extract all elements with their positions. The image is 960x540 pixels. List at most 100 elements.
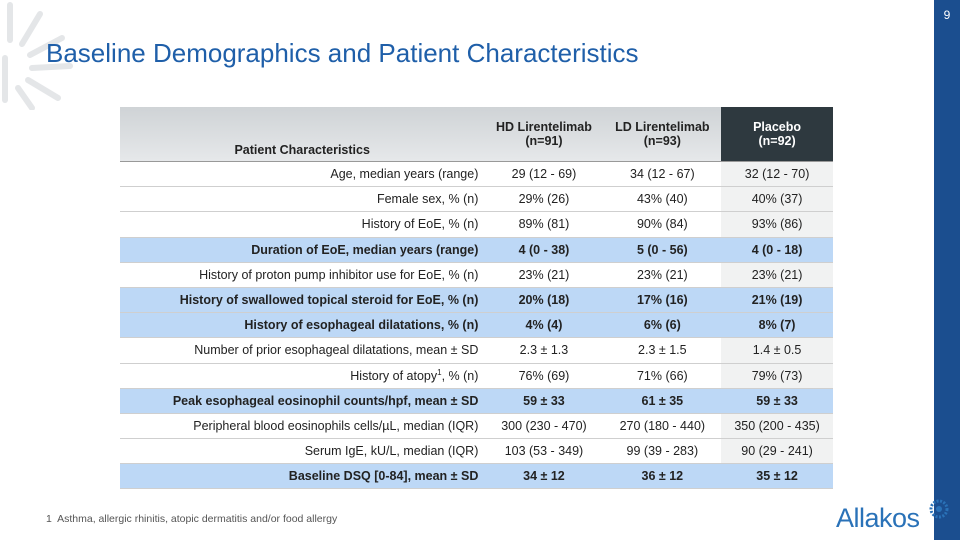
label-text: Female sex, % (n) (376, 192, 479, 207)
row-label: Duration of EoE, median years (range) (120, 237, 485, 263)
cell: 90 (29 - 241) (721, 438, 833, 465)
row: History of EoE, % (n) 89% (81) 90% (84) 93%… (120, 211, 833, 238)
row-label: History of esophageal dilatations, % (n) (120, 312, 485, 339)
row-label: Peak esophageal eosinophil counts/hpf, m… (120, 388, 485, 414)
cell: 29 (12 - 69) (484, 161, 604, 188)
header-row: Patient Characteristics HD Lirentelimab (n… (120, 107, 833, 162)
header-cell: Patient Characteristics (120, 107, 485, 162)
label-text: Age, median years (range) (330, 167, 479, 182)
cell: 4% (4) (484, 312, 604, 339)
cell: 89% (81) (484, 211, 604, 238)
header-n: (n=92) (758, 134, 796, 148)
row: Number of prior esophageal dilatations, … (120, 337, 833, 364)
label-text: , % (n) (441, 369, 479, 384)
label-superscript: 1 (437, 368, 442, 378)
footnote-number: 1 (46, 513, 52, 525)
cell: 71% (66) (603, 363, 722, 389)
row: History of swallowed topical steroid for… (120, 287, 833, 314)
cell: 34 (12 - 67) (603, 161, 722, 188)
cell: 35 ± 12 (721, 463, 833, 490)
header-name: Placebo (753, 120, 802, 134)
cell: 4 (0 - 18) (721, 237, 833, 263)
label-text: History of EoE, % (n) (361, 217, 479, 232)
cell: 2.3 ± 1.3 (484, 337, 604, 364)
row: Peak esophageal eosinophil counts/hpf, m… (120, 388, 833, 414)
label-text: Peak esophageal eosinophil counts/hpf, m… (172, 393, 479, 408)
table: Patient Characteristics HD Lirentelimab (n… (120, 107, 833, 490)
header-name: Patient Characteristics (234, 143, 370, 157)
header-n: (n=91) (525, 134, 563, 148)
cell: 79% (73) (721, 363, 833, 389)
cell: 23% (21) (484, 262, 604, 288)
page-number: 9 (943, 8, 951, 22)
row: History of esophageal dilatations, % (n)… (120, 312, 833, 339)
cell: 99 (39 - 283) (603, 438, 722, 465)
header-cell: Placebo (n=92) (721, 107, 833, 162)
header-n: (n=93) (643, 134, 681, 148)
row: Peripheral blood eosinophils cells/µL, m… (120, 413, 833, 440)
cell: 34 ± 12 (484, 463, 604, 490)
row-label: History of EoE, % (n) (120, 211, 485, 238)
cell: 21% (19) (721, 287, 833, 314)
label-text: History of atopy (350, 369, 438, 384)
row: Serum IgE, kU/L, median (IQR) 103 (53 - 3… (120, 438, 833, 465)
row-label: History of swallowed topical steroid for… (120, 287, 485, 314)
cell: 43% (40) (603, 186, 722, 213)
cell: 93% (86) (721, 211, 833, 238)
row-label: History of atopy1, % (n) (120, 363, 485, 389)
cell: 29% (26) (484, 186, 604, 213)
cell: 350 (200 - 435) (721, 413, 833, 440)
footnote: 1 Asthma, allergic rhinitis, atopic derm… (46, 513, 337, 525)
decoration (2, 2, 73, 110)
side-bar (934, 0, 960, 540)
cell: 36 ± 12 (603, 463, 722, 490)
row-label: Baseline DSQ [0-84], mean ± SD (120, 463, 485, 490)
header-name: LD Lirentelimab (615, 120, 710, 134)
cell: 2.3 ± 1.5 (603, 337, 722, 364)
title: Baseline Demographics and Patient Charac… (46, 38, 639, 68)
row: Age, median years (range) 29 (12 - 69) 34 … (120, 161, 833, 188)
cell: 4 (0 - 38) (484, 237, 604, 263)
label-text: Peripheral blood eosinophils cells/µL, m… (193, 418, 479, 433)
header-cell: HD Lirentelimab (n=91) (484, 107, 604, 162)
row: Female sex, % (n) 29% (26) 43% (40) 40% (37… (120, 186, 833, 213)
cell: 6% (6) (603, 312, 722, 339)
label-text: Serum IgE, kU/L, median (IQR) (304, 444, 479, 459)
cell: 103 (53 - 349) (484, 438, 604, 465)
label-text: History of esophageal dilatations, % (n) (244, 318, 479, 333)
row-label: Number of prior esophageal dilatations, … (120, 337, 485, 364)
label-text: Duration of EoE, median years (range) (251, 242, 479, 257)
cell: 300 (230 - 470) (484, 413, 604, 440)
cell: 270 (180 - 440) (603, 413, 722, 440)
cell: 59 ± 33 (484, 388, 604, 414)
row: History of atopy1, % (n) 76% (69) 71% (66)… (120, 363, 833, 389)
footnote-text: Asthma, allergic rhinitis, atopic dermat… (57, 513, 338, 525)
label-text: Number of prior esophageal dilatations, … (194, 343, 479, 358)
cell: 20% (18) (484, 287, 604, 314)
cell: 59 ± 33 (721, 388, 833, 414)
logo: Allakos (836, 503, 920, 533)
header-cell: LD Lirentelimab (n=93) (603, 107, 722, 162)
row: Baseline DSQ [0-84], mean ± SD 34 ± 12 36 … (120, 463, 833, 490)
label-text: History of swallowed topical steroid for… (179, 293, 479, 308)
cell: 17% (16) (603, 287, 722, 314)
row-label: Serum IgE, kU/L, median (IQR) (120, 438, 485, 465)
cell: 5 (0 - 56) (603, 237, 722, 263)
cell: 23% (21) (603, 262, 722, 288)
row-label: Peripheral blood eosinophils cells/µL, m… (120, 413, 485, 440)
cell: 23% (21) (721, 262, 833, 288)
label-text: Baseline DSQ [0-84], mean ± SD (288, 469, 479, 484)
cell: 8% (7) (721, 312, 833, 339)
cell: 90% (84) (603, 211, 722, 238)
label-text: History of proton pump inhibitor use for… (199, 267, 479, 282)
row-label: Age, median years (range) (120, 161, 485, 188)
header-name: HD Lirentelimab (496, 120, 592, 134)
row: Duration of EoE, median years (range) 4 (… (120, 237, 833, 263)
row: History of proton pump inhibitor use for… (120, 262, 833, 288)
row-label: Female sex, % (n) (120, 186, 485, 213)
cell: 76% (69) (484, 363, 604, 389)
cell: 61 ± 35 (603, 388, 722, 414)
cell: 40% (37) (721, 186, 833, 213)
cell: 32 (12 - 70) (721, 161, 833, 188)
